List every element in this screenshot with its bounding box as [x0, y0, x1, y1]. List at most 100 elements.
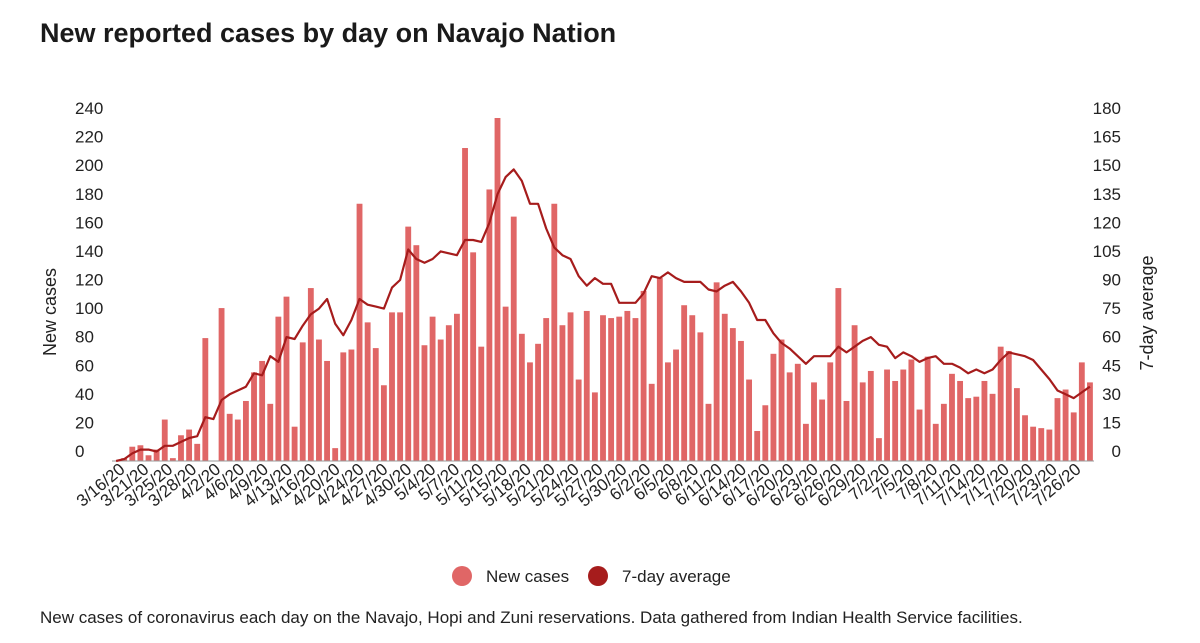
bar [397, 312, 404, 461]
bar [535, 343, 541, 461]
bar [413, 245, 420, 461]
y-tick-label: 200 [75, 156, 103, 175]
legend-swatch-new-cases [452, 566, 472, 586]
legend-swatch-7-day-average [588, 566, 608, 586]
bar [940, 403, 947, 461]
bar [518, 333, 525, 461]
y2-tick-label: 180 [1093, 99, 1121, 118]
bar [259, 360, 266, 461]
y-tick-label: 120 [75, 271, 103, 290]
bar [372, 348, 379, 461]
y-tick-label: 160 [75, 213, 103, 232]
bar [851, 325, 858, 461]
bar [640, 290, 647, 461]
bar [275, 316, 282, 461]
y2-tick-label: 165 [1093, 128, 1121, 147]
bar [527, 362, 533, 461]
bar [600, 315, 606, 461]
bar [389, 312, 395, 461]
bar [291, 426, 298, 461]
bar [965, 398, 972, 461]
bar [1022, 415, 1028, 461]
y2-tick-label: 30 [1102, 385, 1121, 404]
bar [145, 455, 152, 461]
chart-title: New reported cases by day on Navajo Nati… [40, 18, 617, 48]
bar [218, 308, 225, 461]
bar [502, 306, 509, 461]
bar [616, 316, 623, 461]
bar [924, 356, 931, 461]
bar [575, 379, 582, 461]
y2-tick-label: 90 [1102, 271, 1121, 290]
bar [348, 349, 355, 461]
left-axis-ticks: 0 20 40 60 80 100 120 140 160 180 200 220 240 [75, 99, 103, 461]
bar [738, 340, 744, 461]
bar [1030, 426, 1037, 461]
bar [153, 449, 160, 461]
bar [867, 370, 874, 461]
y-tick-label: 180 [75, 185, 103, 204]
bar [949, 373, 955, 461]
bar [1038, 428, 1045, 461]
bar [819, 399, 826, 461]
bar [364, 322, 371, 461]
bar [559, 325, 566, 461]
bar [794, 363, 801, 461]
y2-tick-label: 135 [1093, 185, 1121, 204]
bar [1054, 398, 1061, 461]
line-series-7-day-average [115, 168, 1091, 463]
bar [648, 383, 655, 461]
bar [1070, 412, 1077, 461]
bar [681, 305, 688, 461]
bar [1087, 382, 1093, 461]
y-tick-label: 100 [75, 299, 103, 318]
bar [762, 405, 769, 461]
y2-tick-label: 105 [1093, 242, 1121, 261]
bar [380, 385, 387, 461]
bar [421, 345, 428, 461]
bar [186, 429, 193, 461]
bar [1062, 389, 1069, 461]
y-tick-label: 60 [75, 356, 94, 375]
bar [843, 400, 850, 461]
legend: New cases 7-day average [452, 566, 731, 586]
bar [202, 338, 209, 461]
bar [876, 438, 882, 461]
bar [932, 423, 939, 461]
bar [437, 339, 444, 461]
bar [705, 403, 712, 461]
bar [591, 392, 598, 461]
y2-tick-label: 45 [1102, 356, 1121, 375]
chart-svg: 0 20 40 60 80 100 120 140 160 180 200 220 240 0 15 30 4… [40, 99, 1157, 586]
y-tick-label: 140 [75, 242, 103, 261]
bar [624, 310, 631, 461]
bar [178, 435, 184, 461]
bar [267, 403, 274, 461]
bar [1013, 388, 1020, 461]
bar [713, 282, 720, 461]
average-line [115, 168, 1091, 463]
bar [884, 369, 890, 461]
bar [778, 339, 785, 461]
bar [1046, 429, 1053, 461]
bar [811, 382, 817, 461]
bar [583, 310, 590, 461]
bar [656, 278, 663, 461]
bar [997, 346, 1004, 461]
bar [462, 148, 468, 461]
y2-tick-label: 60 [1102, 328, 1121, 347]
x-axis-ticks: 3/16/203/21/203/25/203/28/204/2/204/6/20… [73, 460, 1085, 511]
bar [859, 382, 866, 461]
bar [973, 396, 980, 461]
bar [770, 353, 777, 461]
y-tick-label: 20 [75, 413, 94, 432]
bar [786, 372, 793, 461]
y2-tick-label: 120 [1093, 213, 1121, 232]
bar [567, 312, 574, 461]
bar [340, 352, 347, 461]
y-tick-label: 240 [75, 99, 103, 118]
y2-tick-label: 0 [1112, 442, 1121, 461]
bar [689, 315, 696, 461]
legend-label-7-day-average: 7-day average [622, 567, 731, 586]
bar [697, 332, 704, 461]
